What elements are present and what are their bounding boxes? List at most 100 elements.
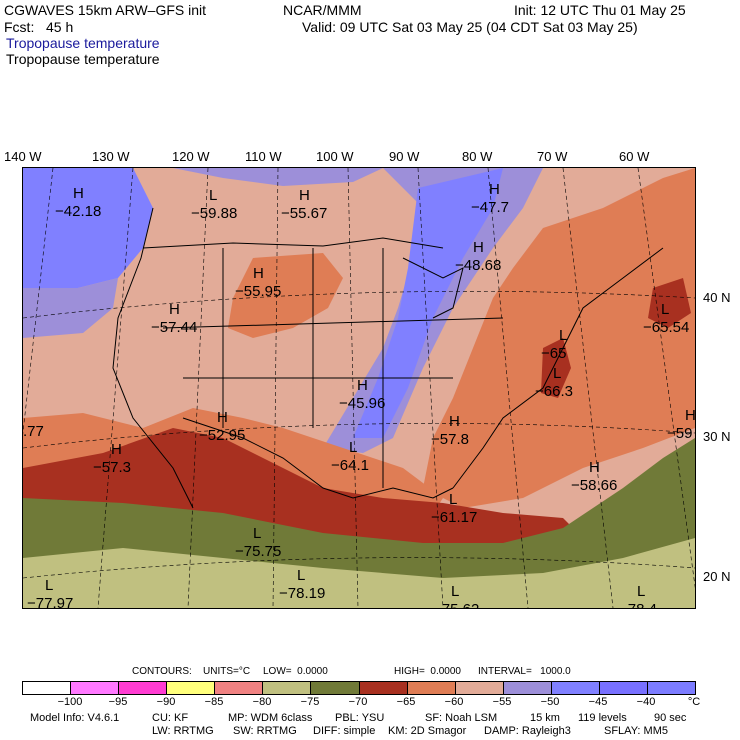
time-step: 90 sec xyxy=(654,712,687,724)
center-value-label: −48.68 xyxy=(455,257,501,274)
sw-scheme: SW: RRTMG xyxy=(233,725,297,737)
center-value-label: −47.7 xyxy=(471,199,509,216)
state-border xyxy=(162,317,504,329)
colorbar-swatch xyxy=(407,682,456,694)
colorbar-swatch xyxy=(359,682,408,694)
graticule xyxy=(23,168,695,608)
colorbar-tick-label: −70 xyxy=(348,696,368,708)
lon-label: 110 W xyxy=(245,149,282,164)
model-info: Model Info: V4.6.1 xyxy=(30,712,120,724)
center-value-label: −75.75 xyxy=(235,543,281,560)
contours-label: CONTOURS: xyxy=(132,666,192,677)
low-marker: L xyxy=(449,491,457,508)
sflay-scheme: SFLAY: MM5 xyxy=(604,725,668,737)
vertical-levels: 119 levels xyxy=(578,712,627,724)
sf-scheme: SF: Noah LSM xyxy=(425,712,498,724)
high-marker: H xyxy=(357,377,368,394)
us-canada-border xyxy=(142,237,444,249)
high-marker: H xyxy=(589,459,600,476)
center-value-label: −57.44 xyxy=(151,319,197,336)
contours-interval: INTERVAL= 1000.0 xyxy=(478,666,571,677)
mp-scheme: MP: WDM 6class xyxy=(228,712,313,724)
center-value-label: −75.62 xyxy=(433,601,479,608)
init-time: Init: 12 UTC Thu 01 May 25 xyxy=(514,2,686,18)
field-band-darkred xyxy=(23,428,583,548)
center-value-label: −78.19 xyxy=(279,585,325,602)
field-band-orange-plains xyxy=(228,253,343,338)
low-marker: L xyxy=(559,327,567,344)
colorbar-tick-label: −90 xyxy=(156,696,176,708)
colorbar-tick-label: −40 xyxy=(636,696,656,708)
lon-label: 90 W xyxy=(389,149,420,164)
colorbar-tick-label: −100 xyxy=(57,696,83,708)
lon-label: 130 W xyxy=(92,149,130,164)
contours-low: LOW= 0.0000 xyxy=(263,666,328,677)
center-value-label: −64.1 xyxy=(331,457,369,474)
lw-scheme: LW: RRTMG xyxy=(152,725,214,737)
high-marker: H xyxy=(489,181,500,198)
colorbar-tick-label: −95 xyxy=(108,696,128,708)
lon-label: 140 W xyxy=(4,149,42,164)
center-value-label: −59.88 xyxy=(191,205,237,222)
high-marker: H xyxy=(473,239,484,256)
center-value-label: −58.66 xyxy=(571,477,617,494)
center-value-label: −57.3 xyxy=(93,459,131,476)
lat-label: 30 N xyxy=(703,429,731,444)
contours-units: UNITS=°C xyxy=(203,666,251,677)
lat-label: 40 N xyxy=(703,290,731,305)
field-band-blue-west xyxy=(23,168,153,288)
high-marker: H xyxy=(299,187,310,204)
low-marker: L xyxy=(253,525,261,542)
low-marker: L xyxy=(451,583,459,600)
pbl-scheme: PBL: YSU xyxy=(335,712,385,724)
colorbar-swatch xyxy=(23,682,72,694)
high-low-labels: H−42.18L−59.88H−55.67H−47.7H−48.68H−55.9… xyxy=(23,181,695,608)
map-boundaries xyxy=(112,207,664,509)
colorbar-tick-label: −50 xyxy=(540,696,560,708)
field-band-orange-east xyxy=(423,168,695,508)
field-band-darkred-atlantic xyxy=(648,278,691,328)
low-marker: L xyxy=(553,365,561,382)
center-value-label: −65 xyxy=(541,345,566,362)
colorbar-swatch xyxy=(263,682,312,694)
center-value-label: .77 xyxy=(23,423,44,440)
field-band-blue-central xyxy=(353,168,503,438)
center-value-label: −65.54 xyxy=(643,319,689,336)
colorbar-tick-label: −60 xyxy=(444,696,464,708)
center-value-label: −52.95 xyxy=(199,427,245,444)
organization: NCAR/MMM xyxy=(283,2,362,18)
low-marker: L xyxy=(349,439,357,456)
high-marker: H xyxy=(73,185,84,202)
colorbar xyxy=(22,681,696,695)
center-value-label: −61.17 xyxy=(431,509,477,526)
km-scheme: KM: 2D Smagor xyxy=(388,725,467,737)
lon-label: 70 W xyxy=(537,149,568,164)
cu-scheme: CU: KF xyxy=(152,712,189,724)
center-value-label: −42.18 xyxy=(55,203,101,220)
colorbar-tick-label: −65 xyxy=(396,696,416,708)
colorbar-swatch xyxy=(119,682,168,694)
lon-label: 60 W xyxy=(619,149,650,164)
damp-scheme: DAMP: Rayleigh3 xyxy=(484,725,571,737)
resolution: 15 km xyxy=(530,712,560,724)
diff-scheme: DIFF: simple xyxy=(313,725,376,737)
colorbar-swatch xyxy=(71,682,120,694)
lon-label: 80 W xyxy=(462,149,493,164)
high-marker: H xyxy=(217,409,228,426)
low-marker: L xyxy=(209,187,217,204)
field-band-tan xyxy=(23,538,695,608)
forecast-hour: Fcst: 45 h xyxy=(4,19,74,35)
high-marker: H xyxy=(449,413,460,430)
low-marker: L xyxy=(45,577,53,594)
colorbar-swatch xyxy=(503,682,552,694)
colorbar-swatch xyxy=(311,682,360,694)
colorbar-swatch xyxy=(551,682,600,694)
colorbar-tick-label: °C xyxy=(687,696,701,708)
colorbar-swatch xyxy=(215,682,264,694)
center-value-label: −59 xyxy=(667,425,692,442)
west-coastline xyxy=(112,207,194,509)
field-title: Tropopause temperature xyxy=(6,35,160,51)
center-value-label: −45.96 xyxy=(339,395,385,412)
low-marker: L xyxy=(297,567,305,584)
center-value-label: −57.8 xyxy=(431,431,469,448)
